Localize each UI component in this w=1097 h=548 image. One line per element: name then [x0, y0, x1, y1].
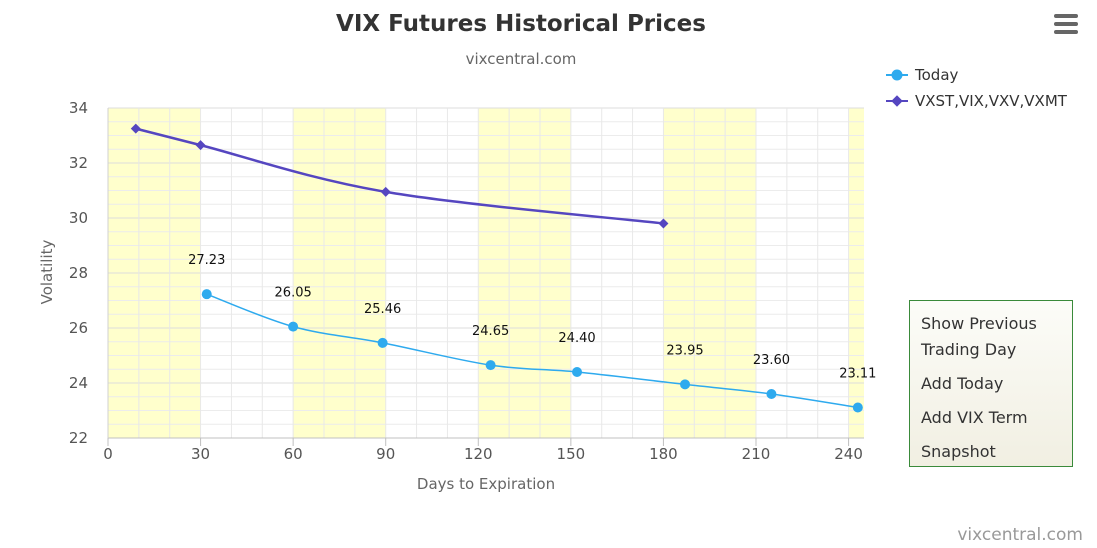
data-point[interactable] [201, 289, 212, 300]
hamburger-menu-icon[interactable] [1054, 14, 1078, 36]
x-tick-label: 210 [742, 445, 771, 463]
chart-subtitle: vixcentral.com [466, 50, 577, 68]
menu-item-add-today[interactable]: Add Today [921, 374, 1004, 393]
y-tick-label: 22 [69, 429, 88, 447]
menu-item-show-previous-trading-day[interactable]: Show Previous Trading Day [921, 314, 1037, 359]
legend-label-term: VXST,VIX,VXV,VXMT [915, 92, 1068, 110]
series-line-0 [206, 293, 858, 409]
x-tick-label: 120 [464, 445, 493, 463]
data-point[interactable] [380, 186, 391, 197]
data-point[interactable] [658, 218, 669, 229]
data-point[interactable] [680, 379, 691, 390]
data-point[interactable] [766, 389, 777, 399]
x-tick-label: 30 [191, 445, 210, 463]
y-tick-label: 34 [69, 99, 88, 117]
x-tick-label: 240 [834, 445, 863, 463]
x-axis-title: Days to Expiration [417, 475, 555, 493]
data-label: 24.40 [558, 331, 595, 346]
x-tick-label: 180 [649, 445, 678, 463]
data-point[interactable] [377, 337, 388, 348]
y-tick-label: 24 [69, 374, 88, 392]
credit-link[interactable]: vixcentral.com [957, 525, 1083, 545]
x-tick-label: 90 [376, 445, 395, 463]
x-tick-labels: 0 30 60 90 120 150 180 210 240 [103, 438, 863, 463]
x-tick-label: 60 [284, 445, 303, 463]
menu-item-snapshot[interactable]: Snapshot [921, 442, 996, 461]
legend[interactable]: Today VXST,VIX,VXV,VXMT [886, 66, 1068, 110]
data-label: 23.95 [666, 343, 703, 358]
legend-marker-circle-icon [891, 69, 903, 81]
data-label: 26.05 [275, 286, 312, 301]
y-tick-label: 32 [69, 154, 88, 172]
data-point[interactable] [130, 123, 141, 134]
x-tick-label: 150 [557, 445, 586, 463]
y-tick-label: 28 [69, 264, 88, 282]
axes [107, 108, 864, 439]
data-label: 24.65 [472, 324, 509, 339]
y-axis-title: Volatility [38, 239, 56, 304]
chart-context-menu: Show Previous Trading Day Add Today Add … [909, 300, 1073, 467]
chart-title: VIX Futures Historical Prices [336, 11, 706, 37]
data-label: 23.11 [839, 366, 876, 381]
series-line-1 [135, 127, 664, 225]
data-point[interactable] [572, 367, 583, 377]
y-tick-label: 26 [69, 319, 88, 337]
data-labels: 27.23 26.05 25.46 24.65 24.40 23.95 23.60 23.11 [188, 253, 876, 381]
x-tick-label: 0 [103, 445, 113, 463]
data-label: 27.23 [188, 253, 225, 268]
legend-label-today: Today [914, 66, 959, 84]
data-point[interactable] [852, 402, 863, 413]
legend-item-term[interactable]: VXST,VIX,VXV,VXMT [886, 92, 1068, 110]
data-point[interactable] [288, 321, 299, 332]
y-tick-label: 30 [69, 209, 88, 227]
legend-marker-diamond-icon [891, 95, 903, 107]
y-tick-labels: 22 24 26 28 30 32 34 [69, 99, 88, 447]
data-point[interactable] [485, 360, 496, 371]
legend-item-today[interactable]: Today [886, 66, 959, 84]
series-layer [130, 123, 863, 413]
data-label: 25.46 [364, 302, 401, 317]
menu-item-add-vix-term[interactable]: Add VIX Term [921, 408, 1028, 427]
data-point[interactable] [195, 140, 206, 151]
data-label: 23.60 [753, 353, 790, 368]
